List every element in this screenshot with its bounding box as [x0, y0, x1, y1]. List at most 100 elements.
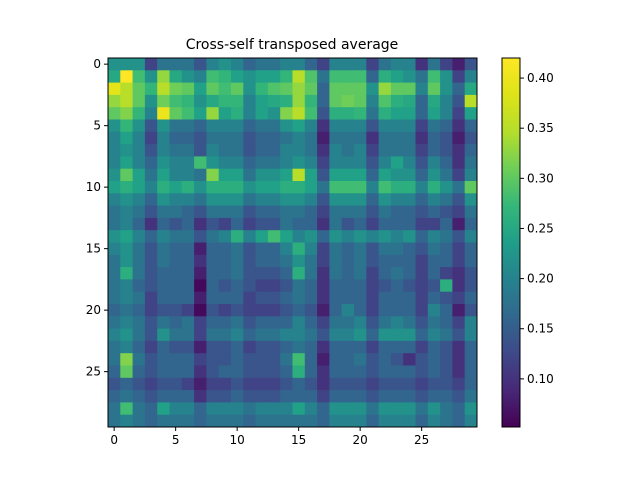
heatmap-cell	[144, 414, 158, 428]
heatmap-cell	[366, 58, 379, 71]
heatmap-cell	[304, 377, 318, 391]
heatmap-cell	[108, 181, 121, 194]
heatmap-cell	[427, 94, 441, 108]
heatmap-cell	[144, 82, 158, 96]
heatmap-cell	[280, 267, 293, 280]
heatmap-cell	[218, 144, 232, 157]
heatmap-cell	[231, 168, 244, 182]
x-tick-label: 25	[414, 433, 429, 447]
heatmap-cell	[292, 94, 306, 108]
heatmap-cell	[403, 156, 416, 170]
colorbar-tick-label: 0.15	[527, 322, 554, 336]
heatmap-cell	[218, 205, 232, 219]
heatmap-cell	[218, 402, 232, 416]
heatmap-cell	[304, 181, 318, 194]
heatmap-cell	[108, 144, 121, 157]
heatmap-cell	[440, 279, 453, 293]
heatmap-cell	[390, 119, 404, 133]
heatmap-cell	[218, 107, 232, 120]
heatmap-cell	[194, 230, 207, 243]
heatmap-cell	[354, 230, 367, 243]
heatmap-cell	[304, 291, 318, 305]
heatmap-cell	[280, 58, 293, 71]
heatmap-cell	[464, 279, 478, 293]
heatmap-cell	[132, 144, 146, 157]
heatmap-cell	[280, 181, 293, 194]
heatmap-cell	[243, 316, 256, 329]
heatmap-cell	[132, 107, 146, 120]
heatmap-cell	[132, 365, 146, 379]
heatmap-cell	[329, 94, 343, 108]
heatmap-cell	[181, 119, 195, 133]
heatmap-cell	[132, 402, 146, 416]
heatmap-cell	[440, 217, 453, 231]
heatmap-cell	[218, 267, 232, 280]
heatmap-cell	[169, 365, 183, 379]
heatmap-cell	[452, 94, 466, 108]
heatmap-cell	[415, 193, 429, 206]
heatmap-cell	[181, 94, 195, 108]
heatmap-cell	[427, 316, 441, 329]
heatmap-cell	[280, 193, 293, 206]
heatmap-cell	[132, 328, 146, 342]
heatmap-cell	[231, 340, 244, 354]
heatmap-cell	[267, 230, 281, 243]
heatmap-cell	[120, 107, 133, 120]
heatmap-cell	[132, 131, 146, 145]
heatmap-cell	[132, 340, 146, 354]
heatmap-cell	[132, 291, 146, 305]
y-tick-label: 20	[86, 303, 101, 317]
heatmap-cell	[378, 365, 392, 379]
heatmap-cell	[206, 254, 220, 268]
heatmap-cell	[181, 156, 195, 170]
heatmap-cell	[366, 156, 379, 170]
heatmap-cell	[194, 365, 207, 379]
heatmap-cell	[304, 168, 318, 182]
heatmap-cell	[194, 217, 207, 231]
heatmap-cell	[403, 58, 416, 71]
heatmap-cell	[390, 242, 404, 256]
heatmap-cell	[132, 230, 146, 243]
heatmap-cell	[341, 353, 355, 366]
heatmap-cell	[206, 279, 220, 293]
heatmap-cell	[415, 365, 429, 379]
y-axis: 0 5 10 15 20 25	[86, 57, 108, 379]
heatmap-cell	[415, 168, 429, 182]
colorbar	[501, 57, 521, 428]
heatmap-cell	[304, 58, 318, 71]
heatmap-cell	[108, 377, 121, 391]
heatmap-cell	[255, 254, 269, 268]
heatmap-cell	[280, 70, 293, 83]
heatmap-cell	[243, 94, 256, 108]
heatmap-cell	[292, 353, 306, 366]
heatmap-cell	[231, 70, 244, 83]
heatmap-cell	[181, 340, 195, 354]
heatmap-cell	[181, 353, 195, 366]
heatmap-cell	[317, 316, 330, 329]
heatmap-cell	[206, 131, 220, 145]
heatmap-cell	[157, 242, 170, 256]
x-axis: 0 5 10 15 20 25	[110, 427, 429, 447]
heatmap-cell	[390, 58, 404, 71]
heatmap-cell	[218, 230, 232, 243]
heatmap-cell	[427, 267, 441, 280]
heatmap-cell	[304, 193, 318, 206]
heatmap-cell	[206, 70, 220, 83]
heatmap-cell	[194, 254, 207, 268]
heatmap-cell	[255, 119, 269, 133]
heatmap-cell	[366, 119, 379, 133]
heatmap-cell	[144, 316, 158, 329]
heatmap-cell	[157, 156, 170, 170]
heatmap-cell	[144, 94, 158, 108]
heatmap-cell	[403, 181, 416, 194]
x-tick-label: 5	[172, 433, 180, 447]
heatmap-cell	[144, 402, 158, 416]
heatmap-cell	[452, 316, 466, 329]
heatmap-cell	[132, 168, 146, 182]
heatmap-cell	[231, 254, 244, 268]
heatmap-cell	[169, 82, 183, 96]
heatmap-cell	[108, 414, 121, 428]
heatmap-cell	[403, 82, 416, 96]
heatmap-cell	[218, 291, 232, 305]
